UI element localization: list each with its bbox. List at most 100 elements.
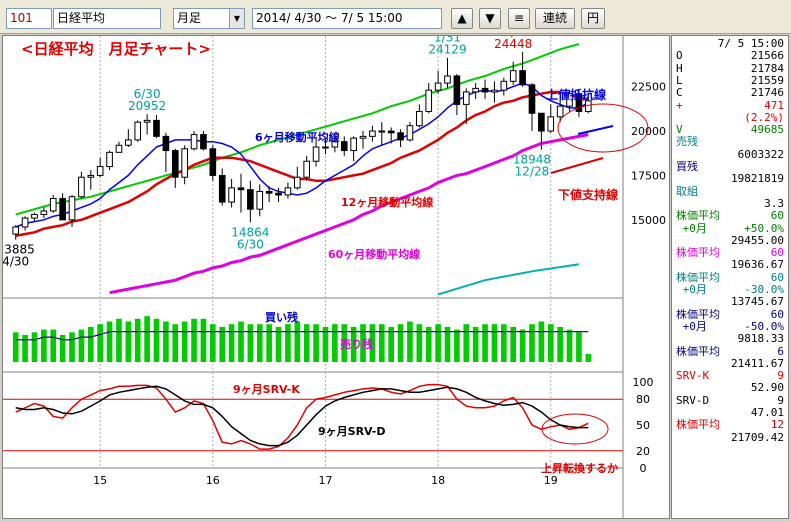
buy-volume-bar	[69, 332, 75, 362]
buy-volume-bar	[519, 329, 526, 362]
side-item-row: 株価平均 60	[676, 271, 784, 284]
buy-volume-bar	[407, 321, 413, 362]
buy-volume-bar	[285, 324, 291, 362]
ma12-label: 12ヶ月移動平均線	[341, 195, 433, 209]
candle-body	[528, 84, 536, 114]
buy-volume-bar	[266, 324, 272, 362]
candle-body	[416, 110, 423, 127]
chevron-down-icon[interactable]: ▼	[229, 9, 244, 28]
candle-body	[453, 75, 461, 105]
candle-body	[369, 130, 376, 137]
buy-volume-bar	[369, 324, 376, 362]
candle-body	[387, 130, 395, 134]
side-item-row: 株価平均 6	[676, 345, 784, 358]
candle-body	[340, 141, 348, 152]
reversal-circle	[541, 413, 609, 445]
srv-tick-label: 50	[636, 419, 650, 432]
scroll-down-button[interactable]: ▼	[479, 8, 501, 29]
price-label: 6/30	[237, 237, 264, 251]
candle-body	[491, 89, 498, 93]
side-item-row: 19636.67	[731, 259, 784, 272]
candle-body	[31, 214, 38, 219]
candle-body	[190, 134, 198, 150]
candle-body	[303, 160, 311, 178]
candle-body	[237, 187, 245, 191]
buy-label: 買い残	[265, 310, 298, 324]
candle-body	[519, 70, 526, 86]
chart-svg: 15 16 17 18 19 22500 20000 17500 15000 上値抵抗線下値支持線…	[0, 25, 666, 518]
candle-body	[143, 119, 151, 123]
candle-body	[275, 192, 282, 196]
sell-volume-line	[15, 331, 589, 341]
buy-volume-bar	[388, 326, 394, 362]
long-term-ma-line	[15, 43, 580, 216]
candle-body	[12, 226, 20, 235]
side-item-row: 株価平均 60	[676, 210, 784, 223]
price-label: 24129	[428, 43, 466, 57]
candle-body	[153, 119, 160, 137]
side-ohlc-row: V 49685	[676, 124, 784, 137]
buy-volume-bar	[463, 324, 470, 362]
candle-body	[200, 134, 207, 150]
period-select[interactable]: 月足 ▼	[173, 8, 245, 29]
price-label: 12/28	[515, 165, 550, 179]
side-item-row: 6003322	[737, 148, 784, 161]
candle-body	[566, 93, 573, 107]
candle-body	[106, 151, 113, 168]
buy-volume-bar	[444, 326, 451, 362]
name-field[interactable]: 日経平均	[53, 8, 161, 29]
x-tick-label: 19	[544, 474, 558, 487]
candle-body	[350, 137, 357, 152]
teal-line	[437, 263, 580, 296]
buy-volume-bar	[397, 324, 404, 362]
buy-volume-bar	[501, 324, 507, 362]
buy-volume-bar	[210, 324, 216, 362]
yen-button[interactable]: 円	[581, 8, 605, 29]
sell-label: 売り残	[340, 337, 373, 351]
candle-body	[575, 93, 583, 112]
side-ohlc-row: +471	[676, 99, 784, 112]
buy-volume-bar	[153, 318, 160, 362]
side-ohlc-row: O 21566	[676, 50, 784, 63]
candle-body	[49, 198, 57, 212]
candle-body	[87, 174, 95, 178]
chart-panel[interactable]: 15 16 17 18 19 22500 20000 17500 15000 上値抵抗線 下値支持線…	[0, 25, 670, 519]
candle-body	[59, 198, 66, 221]
candle-body	[312, 146, 320, 162]
candle-body	[96, 166, 104, 176]
menu-icon[interactable]: ≡	[508, 8, 530, 29]
side-ohlc-row: (2.2%)	[744, 111, 784, 124]
candle-body	[68, 196, 76, 221]
buy-volume-bar	[454, 329, 460, 362]
srv-tick-label: 80	[636, 393, 650, 406]
price-label: 24448	[494, 37, 532, 51]
continuous-button[interactable]: 連続	[535, 8, 575, 29]
side-item-row: +0月 -50.0%	[676, 320, 784, 333]
candle-body	[256, 190, 264, 210]
side-item-row: 9818.33	[737, 333, 784, 346]
x-tick-label: 18	[431, 474, 445, 487]
buy-volume-bar	[125, 321, 132, 362]
candle-body	[538, 112, 545, 132]
candle-body	[284, 187, 292, 196]
candle-body	[584, 100, 592, 112]
buy-volume-bar	[529, 324, 535, 362]
price-tick-label: 17500	[631, 169, 666, 182]
code-field[interactable]: 101	[6, 8, 52, 29]
srv-tick-label: 100	[633, 376, 654, 389]
buy-volume-bar	[50, 329, 57, 362]
buy-volume-bar	[322, 326, 329, 362]
side-item-row: 取組	[676, 185, 698, 198]
buy-volume-bar	[360, 324, 366, 362]
candle-body	[293, 176, 301, 189]
ma60-line	[109, 133, 589, 295]
candle-body	[78, 176, 85, 198]
scroll-up-button[interactable]: ▲	[451, 8, 473, 29]
buy-volume-bar	[256, 324, 263, 362]
buy-volume-bar	[332, 324, 338, 362]
srv-k-line	[15, 383, 589, 450]
date-range-field[interactable]: 2014/ 4/30 ～ 7/ 5 15:00	[252, 8, 442, 29]
candle-body	[247, 189, 254, 210]
candle-body	[462, 91, 470, 105]
side-item-row: +0月 +50.0%	[676, 222, 784, 235]
